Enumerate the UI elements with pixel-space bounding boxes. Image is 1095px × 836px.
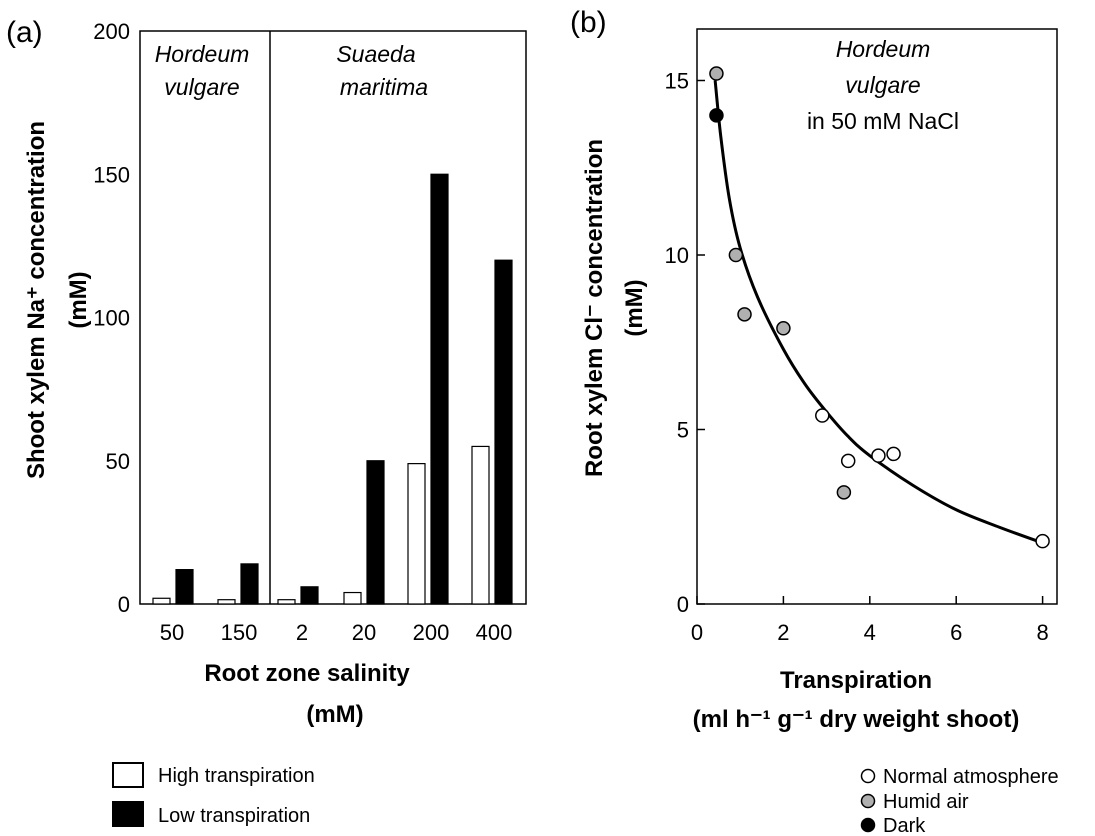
legend-marker-dark <box>860 817 876 833</box>
fit-curve <box>713 80 1044 545</box>
group-label-suaeda-line1: Suaeda <box>336 41 415 67</box>
panel-b-annotation-line3: in 50 mM NaCl <box>807 108 959 134</box>
panel-a-x-tick-label: 20 <box>352 620 376 645</box>
panel-b-points <box>709 66 1050 549</box>
panel-b-x-tick-label: 8 <box>1036 620 1048 645</box>
panel-a-x-axis-title-line2: (mM) <box>306 701 363 728</box>
panel-a-x-tick-label: 150 <box>221 620 258 645</box>
bar-high-transpiration-2 <box>277 599 296 605</box>
point-normal-atmosphere <box>886 446 901 462</box>
panel-a-y-ticks: 0 50 100 150 200 <box>93 19 130 617</box>
panel-b-x-axis-title-line1: Transpiration <box>780 667 932 694</box>
panel-a-x-tick-label: 2 <box>296 620 308 645</box>
point-dark <box>709 108 724 123</box>
panel-b-legend: Normal atmosphere Humid air Dark <box>860 766 1059 836</box>
panel-a-bars <box>152 173 513 605</box>
panel-a-y-axis-title-line1: Shoot xylem Na⁺ concentration <box>23 121 50 479</box>
bar-low-transpiration-2 <box>300 586 319 605</box>
legend-label-high-transpiration: High transpiration <box>158 765 315 787</box>
panel-b-y-axis-title-line2: (mM) <box>621 279 648 336</box>
legend-swatch-high-transpiration <box>112 762 144 788</box>
point-humid-air <box>836 485 852 500</box>
group-label-hordeum-line1: Hordeum <box>155 41 250 67</box>
point-humid-air <box>776 321 791 336</box>
panel-b: (b) Hordeum vulgare in 50 mM NaCl 0 5 10 15… <box>570 6 1059 836</box>
bar-low-transpiration-20 <box>366 460 385 605</box>
point-normal-atmosphere <box>871 448 886 463</box>
group-label-suaeda-line2: maritima <box>340 74 428 100</box>
bar-high-transpiration-400 <box>471 445 490 605</box>
point-humid-air <box>728 247 744 263</box>
point-humid-air <box>709 66 724 81</box>
point-normal-atmosphere <box>840 453 856 469</box>
panel-b-frame <box>696 28 1058 605</box>
bar-low-transpiration-200 <box>430 173 449 605</box>
bar-high-transpiration-150 <box>217 599 236 605</box>
panel-a: (a) Hordeum vulgare Suaeda maritima 0 50 1… <box>6 16 527 827</box>
bar-low-transpiration-400 <box>494 259 513 605</box>
panel-b-annotation-line2: vulgare <box>845 72 920 98</box>
group-label-hordeum-line2: vulgare <box>164 74 239 100</box>
panel-a-y-axis-title-line2: (mM) <box>65 271 92 328</box>
panel-b-x-tick-label: 2 <box>777 620 789 645</box>
panel-a-x-tick-label: 50 <box>160 620 184 645</box>
legend-marker-normal-atmosphere <box>860 768 876 784</box>
legend-swatch-low-transpiration <box>112 801 144 827</box>
panel-a-x-axis-title-line1: Root zone salinity <box>204 660 410 687</box>
panel-a-frame <box>139 30 527 605</box>
legend-label-low-transpiration: Low transpiration <box>158 805 310 827</box>
bar-high-transpiration-50 <box>152 597 171 605</box>
panel-b-annotation-line1: Hordeum <box>836 36 931 62</box>
panel-a-y-tick-label: 150 <box>93 162 130 187</box>
bar-low-transpiration-150 <box>240 563 259 605</box>
panel-b-x-tick-label: 0 <box>691 620 703 645</box>
bar-low-transpiration-50 <box>175 569 194 605</box>
panel-a-y-tick-label: 200 <box>93 19 130 44</box>
panel-b-y-tick-label: 0 <box>677 592 689 617</box>
panel-b-x-tick-label: 6 <box>950 620 962 645</box>
panel-a-x-tick-label: 400 <box>476 620 513 645</box>
panel-b-y-ticks: 0 5 10 15 <box>665 69 705 617</box>
panel-a-label: (a) <box>6 16 43 49</box>
legend-marker-humid-air <box>860 793 876 809</box>
panel-a-legend: High transpiration Low transpiration <box>112 762 315 827</box>
panel-a-x-ticks: 50 150 2 20 200 400 <box>160 620 513 645</box>
panel-a-x-tick-label: 200 <box>413 620 450 645</box>
panel-b-x-ticks: 0 2 4 6 8 <box>691 596 1049 645</box>
panel-a-y-tick-label: 100 <box>93 306 130 331</box>
point-normal-atmosphere <box>1035 533 1050 549</box>
panel-a-y-tick-label: 0 <box>118 592 130 617</box>
panel-b-x-tick-label: 4 <box>864 620 876 645</box>
point-normal-atmosphere <box>815 408 830 423</box>
panel-b-y-tick-label: 10 <box>665 243 689 268</box>
bar-high-transpiration-20 <box>343 591 362 605</box>
bar-high-transpiration-200 <box>407 463 426 605</box>
panel-b-y-tick-label: 5 <box>677 418 689 443</box>
point-humid-air <box>737 307 752 322</box>
panel-b-y-tick-label: 15 <box>665 69 689 94</box>
panel-b-y-axis-title-line1: Root xylem Cl⁻ concentration <box>581 139 608 477</box>
panel-b-label: (b) <box>570 6 607 39</box>
legend-label-normal-atmosphere: Normal atmosphere <box>883 766 1059 788</box>
panel-a-y-tick-label: 50 <box>106 449 130 474</box>
legend-label-humid-air: Humid air <box>883 791 969 813</box>
panel-b-x-axis-title-line2: (ml h⁻¹ g⁻¹ dry weight shoot) <box>693 706 1020 733</box>
legend-label-dark: Dark <box>883 815 926 836</box>
